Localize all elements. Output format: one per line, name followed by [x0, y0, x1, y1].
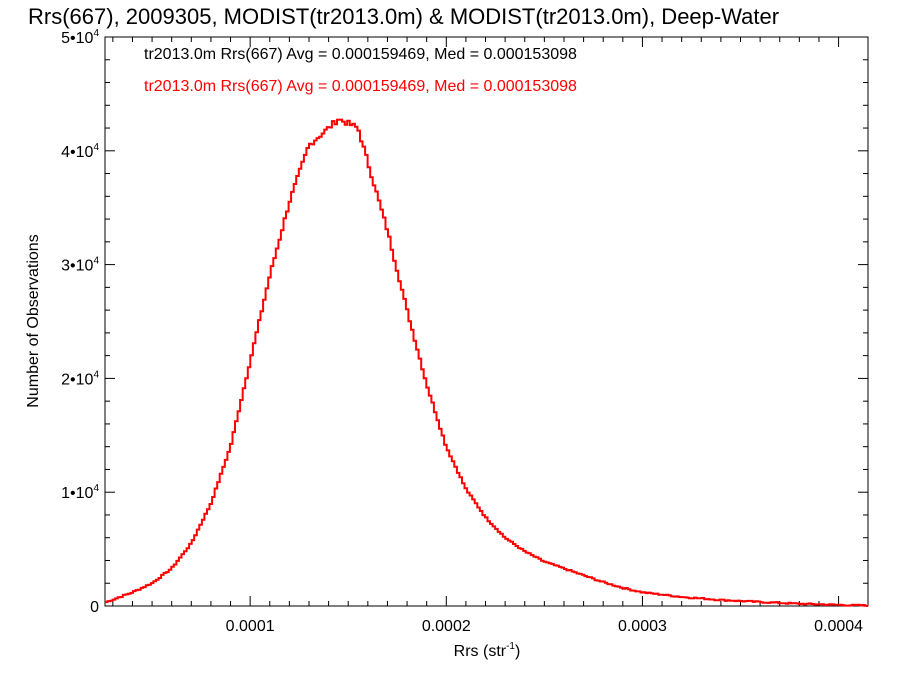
y-tick-label: 1•104: [61, 483, 99, 502]
x-axis-label-close: ): [515, 643, 520, 660]
chart-title: Rrs(667), 2009305, MODIST(tr2013.0m) & M…: [28, 4, 779, 29]
y-axis-ticks: 0 1•104 2•104 3•104 4•104 5•104: [61, 28, 868, 616]
y-axis-label: Number of Observations: [25, 234, 42, 407]
annotation-black: tr2013.0m Rrs(667) Avg = 0.000159469, Me…: [144, 46, 577, 63]
x-tick-label: 0.0002: [422, 618, 471, 635]
annotation-red: tr2013.0m Rrs(667) Avg = 0.000159469, Me…: [144, 78, 577, 95]
x-axis-label: Rrs (str-1): [454, 641, 521, 660]
histogram-series-line: [105, 118, 869, 607]
y-tick-label: 2•104: [61, 369, 99, 388]
x-axis-ticks: 0.0001 0.0002 0.0003 0.0004: [112, 37, 863, 635]
x-tick-label: 0.0004: [814, 618, 863, 635]
y-tick-label: 4•104: [61, 142, 99, 161]
y-tick-label: 0: [90, 599, 99, 616]
x-tick-label: 0.0001: [226, 618, 275, 635]
y-tick-label: 5•104: [61, 28, 99, 47]
x-tick-label: 0.0003: [618, 618, 667, 635]
x-axis-label-exponent: -1: [506, 641, 515, 652]
plot-frame: [104, 36, 869, 607]
x-axis-label-main: Rrs (str: [454, 643, 507, 660]
y-tick-label: 3•104: [61, 256, 99, 275]
